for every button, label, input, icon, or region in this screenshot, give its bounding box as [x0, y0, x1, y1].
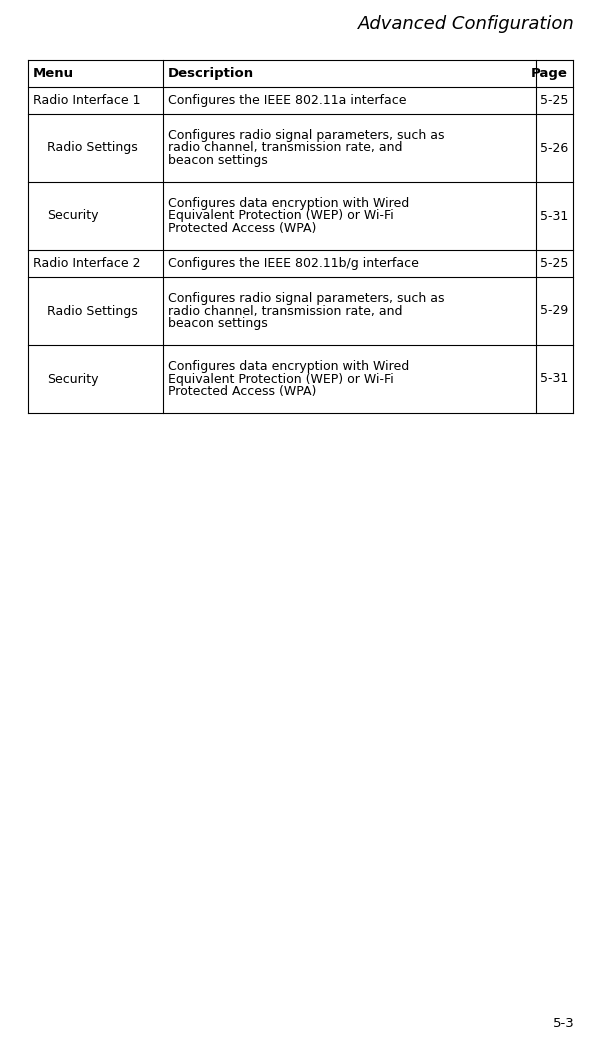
Text: 5-29: 5-29	[540, 305, 568, 317]
Text: Configures data encryption with Wired: Configures data encryption with Wired	[168, 197, 409, 210]
Text: Menu: Menu	[33, 67, 74, 80]
Text: Radio Interface 2: Radio Interface 2	[33, 257, 141, 270]
Text: Configures radio signal parameters, such as: Configures radio signal parameters, such…	[168, 292, 445, 306]
Text: Configures data encryption with Wired: Configures data encryption with Wired	[168, 360, 409, 374]
Text: Equivalent Protection (WEP) or Wi-Fi: Equivalent Protection (WEP) or Wi-Fi	[168, 209, 394, 223]
Text: Protected Access (WPA): Protected Access (WPA)	[168, 384, 316, 398]
Text: Configures radio signal parameters, such as: Configures radio signal parameters, such…	[168, 130, 445, 142]
Text: Description: Description	[168, 67, 254, 80]
Text: 5-25: 5-25	[540, 94, 568, 107]
Text: Radio Settings: Radio Settings	[47, 305, 138, 317]
Text: Advanced Configuration: Advanced Configuration	[358, 15, 575, 34]
Text: radio channel, transmission rate, and: radio channel, transmission rate, and	[168, 305, 403, 317]
Text: Radio Settings: Radio Settings	[47, 141, 138, 155]
Text: 5-3: 5-3	[554, 1017, 575, 1030]
Text: Protected Access (WPA): Protected Access (WPA)	[168, 222, 316, 235]
Text: Page: Page	[531, 67, 568, 80]
Text: 5-25: 5-25	[540, 257, 568, 270]
Text: Configures the IEEE 802.11a interface: Configures the IEEE 802.11a interface	[168, 94, 406, 107]
Text: beacon settings: beacon settings	[168, 316, 268, 330]
Text: 5-31: 5-31	[540, 209, 568, 223]
Text: Equivalent Protection (WEP) or Wi-Fi: Equivalent Protection (WEP) or Wi-Fi	[168, 373, 394, 385]
Text: Security: Security	[47, 209, 99, 223]
Text: 5-31: 5-31	[540, 373, 568, 385]
Text: radio channel, transmission rate, and: radio channel, transmission rate, and	[168, 141, 403, 155]
Text: 5-26: 5-26	[540, 141, 568, 155]
Text: Configures the IEEE 802.11b/g interface: Configures the IEEE 802.11b/g interface	[168, 257, 419, 270]
Text: Radio Interface 1: Radio Interface 1	[33, 94, 141, 107]
Text: beacon settings: beacon settings	[168, 154, 268, 166]
Text: Security: Security	[47, 373, 99, 385]
